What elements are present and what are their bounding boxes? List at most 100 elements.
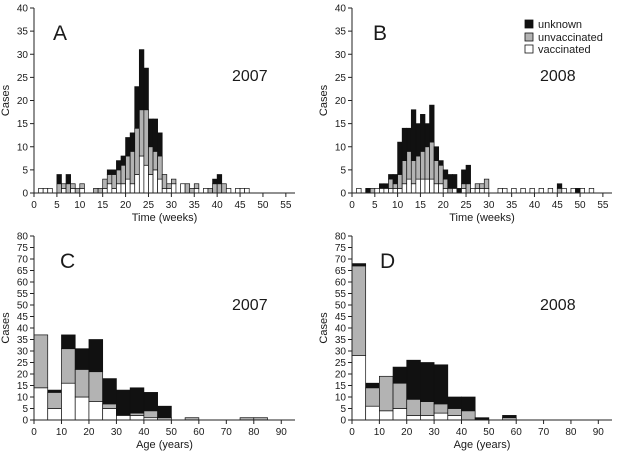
bar-vaccinated	[239, 188, 245, 194]
bar-vaccinated	[438, 183, 444, 194]
bar-vaccinated	[351, 355, 367, 421]
bar-unknown	[388, 174, 394, 180]
y-tick-label: 55	[335, 289, 347, 300]
x-tick-label: 20	[401, 427, 413, 438]
bar-unknown	[502, 415, 517, 419]
bar-unvaccinated	[171, 178, 177, 185]
y-tick-label: 15	[17, 119, 29, 130]
x-tick-label: 30	[111, 427, 123, 438]
panel-letter: C	[60, 250, 75, 273]
year-annotation: 2008	[540, 297, 576, 314]
bar-unknown	[433, 364, 449, 405]
bar-unknown	[410, 109, 417, 161]
bar-unvaccinated	[106, 174, 113, 185]
bar-unvaccinated	[61, 183, 67, 189]
bar-unknown	[134, 86, 140, 129]
bar-vaccinated	[447, 415, 462, 421]
y-tick-label: 80	[17, 232, 29, 243]
y-tick-label: 0	[340, 189, 346, 200]
y-tick-label: 5	[340, 165, 346, 176]
x-tick-label: 0	[349, 427, 355, 438]
x-tick-label: 40	[456, 427, 468, 438]
x-tick-label: 50	[257, 200, 269, 211]
bar-unknown	[442, 169, 449, 180]
bar-vaccinated	[420, 415, 435, 421]
x-axis-label: Age (years)	[136, 439, 193, 451]
bar-unvaccinated	[207, 188, 213, 194]
bar-unknown	[420, 362, 435, 402]
x-tick-label: 35	[506, 200, 518, 211]
bar-unvaccinated	[157, 155, 163, 180]
bar-unknown	[379, 183, 385, 189]
bar-unvaccinated	[379, 375, 394, 412]
bar-unvaccinated	[111, 174, 117, 189]
bar-unvaccinated	[148, 146, 154, 175]
bar-unvaccinated	[70, 183, 76, 189]
bar-unvaccinated	[97, 188, 104, 194]
legend-swatch-vaccinated	[524, 44, 534, 54]
bar-unvaccinated	[166, 183, 172, 189]
bar-unvaccinated	[420, 151, 426, 180]
y-tick-label: 20	[17, 96, 29, 107]
y-tick-label: 5	[340, 404, 346, 415]
y-axis-label: Cases	[0, 312, 12, 344]
y-tick-label: 0	[22, 416, 28, 427]
bar-unvaccinated	[134, 127, 140, 175]
bar-vaccinated	[474, 188, 481, 194]
bar-vaccinated	[33, 387, 49, 421]
bar-vaccinated	[479, 188, 485, 194]
bar-vaccinated	[406, 178, 412, 194]
bar-unknown	[424, 123, 430, 148]
x-axis-label: Age (years)	[454, 439, 511, 451]
bar-unvaccinated	[102, 403, 117, 409]
y-tick-label: 40	[335, 324, 347, 335]
x-tick-label: 10	[374, 427, 386, 438]
y-tick-label: 35	[17, 27, 29, 38]
bar-unvaccinated	[465, 183, 471, 194]
y-tick-label: 30	[17, 50, 29, 61]
bar-vaccinated	[47, 188, 53, 194]
bar-vaccinated	[157, 178, 163, 194]
bar-unvaccinated	[189, 188, 195, 194]
bar-vaccinated	[547, 188, 554, 194]
bar-unknown	[47, 389, 62, 393]
bar-unknown	[148, 118, 154, 148]
bar-unknown	[447, 396, 462, 409]
bar-unvaccinated	[365, 387, 380, 407]
y-tick-label: 30	[335, 347, 347, 358]
bar-unknown	[575, 188, 581, 194]
bar-vaccinated	[433, 183, 440, 194]
x-tick-label: 10	[74, 200, 86, 211]
y-tick-label: 70	[335, 255, 347, 266]
bar-unvaccinated	[125, 155, 131, 180]
year-annotation: 2008	[540, 68, 576, 85]
bar-vaccinated	[38, 188, 44, 194]
y-tick-label: 10	[335, 393, 347, 404]
bar-unvaccinated	[212, 183, 218, 194]
bar-vaccinated	[570, 188, 576, 194]
bar-vaccinated	[138, 155, 145, 194]
bar-unknown	[116, 389, 131, 416]
y-axis-label: Cases	[318, 84, 330, 116]
bar-unvaccinated	[401, 160, 408, 185]
x-tick-label: 50	[483, 427, 495, 438]
bar-unvaccinated	[129, 151, 136, 185]
bar-vaccinated	[61, 188, 67, 194]
bar-vaccinated	[383, 188, 389, 194]
bar-vaccinated	[379, 410, 394, 421]
x-tick-label: 35	[189, 200, 201, 211]
bar-vaccinated	[388, 188, 394, 194]
bar-unknown	[392, 174, 398, 185]
y-tick-label: 75	[17, 243, 29, 254]
bar-unknown	[383, 183, 389, 189]
bar-vaccinated	[125, 178, 131, 194]
y-tick-label: 50	[335, 301, 347, 312]
legend-label-unknown: unknown	[538, 19, 582, 31]
bar-unknown	[452, 174, 458, 189]
bar-vaccinated	[529, 188, 535, 194]
panel-letter: D	[380, 250, 395, 273]
bar-vaccinated	[538, 188, 544, 194]
x-tick-label: 80	[248, 427, 260, 438]
bar-unknown	[129, 387, 145, 414]
